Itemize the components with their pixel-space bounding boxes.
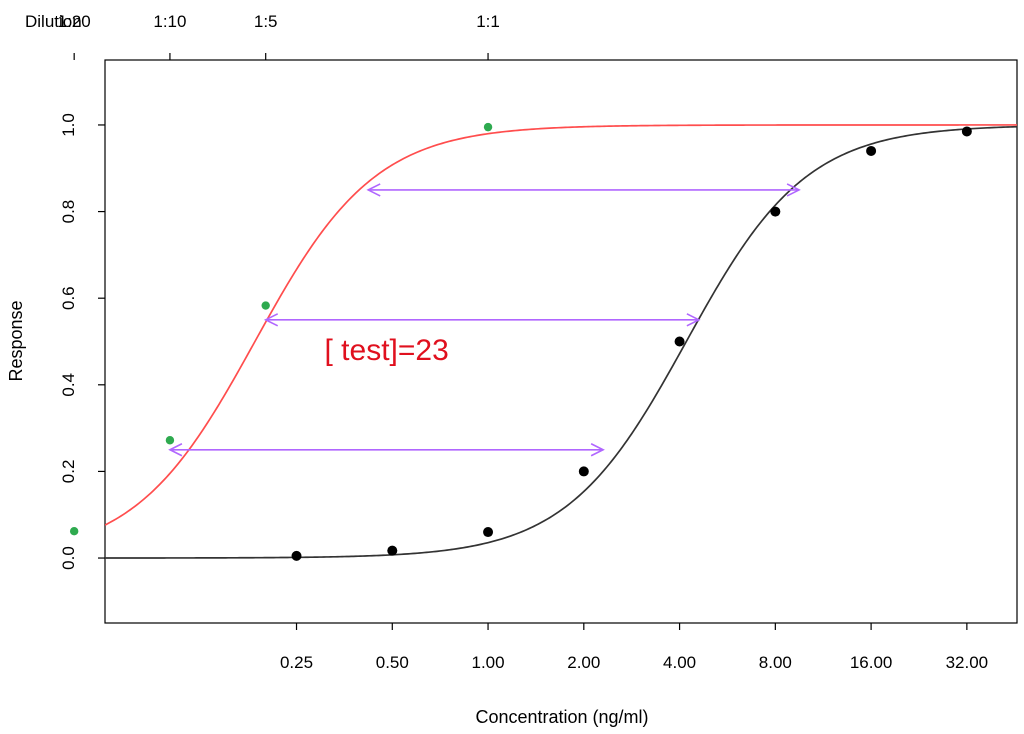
sample-point [483, 122, 493, 132]
sample-point [165, 436, 175, 445]
top-axis: Dilution 1:20 1:10 1:5 1:1 [25, 12, 500, 60]
standard-point [387, 545, 398, 556]
top-axis-label: Dilution [25, 12, 82, 31]
x-tick-label: 32.00 [946, 653, 989, 672]
sample-point [69, 526, 79, 536]
x-axis: 0.25 0.50 1.00 2.00 4.00 8.00 16.00 32.00 [280, 623, 988, 672]
top-tick-label: 1:20 [58, 12, 91, 31]
top-tick-label: 1:5 [254, 12, 278, 31]
y-tick-label: 0.4 [59, 373, 78, 397]
y-tick-label: 0.6 [59, 286, 78, 310]
data-points [69, 122, 972, 561]
fitted-curves [105, 124, 1017, 559]
shift-arrow [168, 443, 605, 457]
sample-point [261, 301, 270, 310]
fitted-curve [105, 125, 1017, 559]
x-tick-label: 0.25 [280, 653, 313, 672]
shift-arrow [263, 313, 701, 327]
x-tick-label: 0.50 [376, 653, 409, 672]
annotation-label: [ test]=23 [325, 334, 449, 367]
x-tick-label: 16.00 [850, 653, 893, 672]
arrow-head-left [168, 443, 183, 457]
x-tick-label: 8.00 [759, 653, 792, 672]
standard-point [961, 126, 972, 137]
x-tick-label: 4.00 [663, 653, 696, 672]
x-axis-title: Concentration (ng/ml) [475, 707, 648, 727]
y-axis-title: Response [6, 300, 26, 381]
standard-point [291, 550, 302, 561]
top-tick-label: 1:10 [153, 12, 186, 31]
standard-point [770, 206, 781, 217]
standard-point [483, 527, 494, 538]
y-tick-label: 0.2 [59, 460, 78, 484]
y-tick-label: 0.0 [59, 546, 78, 570]
y-axis: 0.0 0.2 0.4 0.6 0.8 1.0 [59, 113, 105, 570]
top-tick-label: 1:1 [476, 12, 500, 31]
x-tick-label: 1.00 [472, 653, 505, 672]
y-tick-label: 1.0 [59, 113, 78, 137]
arrow-head-left [366, 183, 381, 197]
fitted-curve [105, 124, 1017, 526]
arrow-head-right [686, 313, 701, 327]
arrow-head-right [786, 183, 801, 197]
y-tick-label: 0.8 [59, 200, 78, 224]
standard-point [674, 336, 685, 347]
standard-point [578, 466, 589, 477]
plot-frame [104, 59, 1018, 624]
arrow-head-left [263, 313, 279, 327]
shift-arrows [168, 183, 801, 457]
shift-arrow [366, 183, 801, 197]
standard-point [866, 145, 877, 156]
x-tick-label: 2.00 [567, 653, 600, 672]
arrow-head-right [590, 443, 605, 457]
